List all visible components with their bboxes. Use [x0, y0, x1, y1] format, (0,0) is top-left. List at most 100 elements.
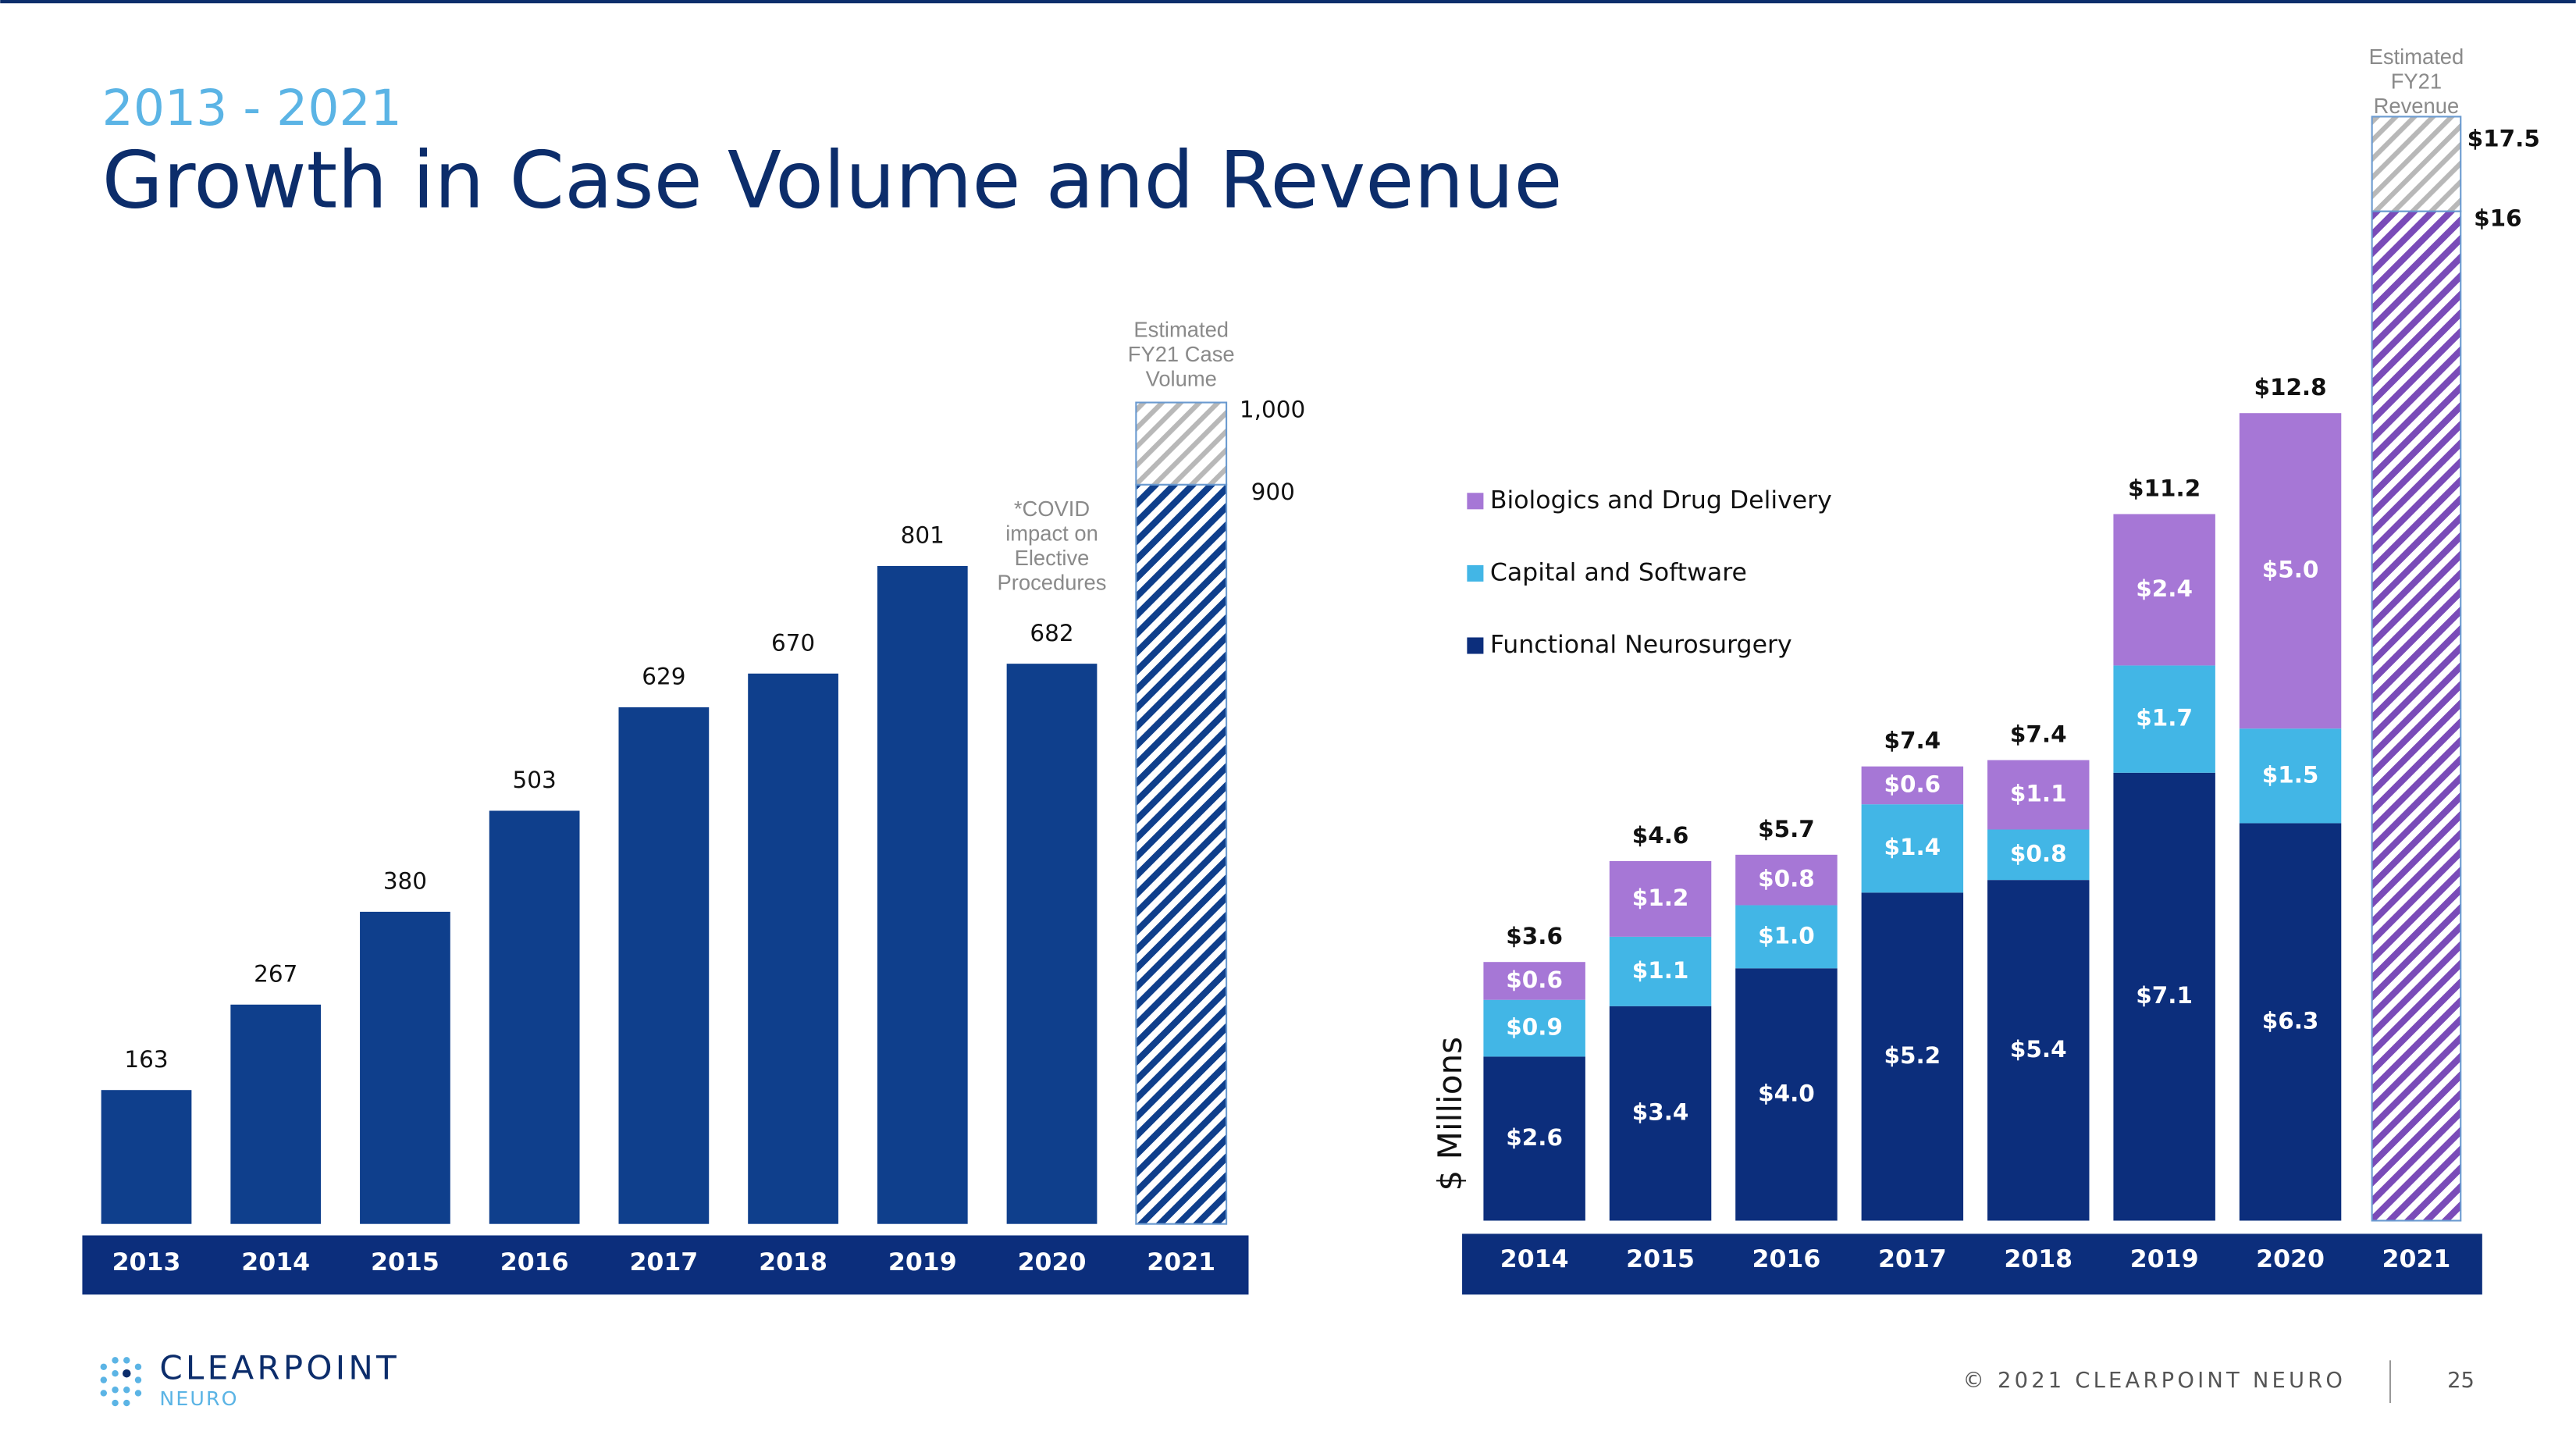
bar [877, 565, 968, 1224]
logo-text: CLEARPOINT [159, 1348, 400, 1387]
x-tick-label: 2017 [629, 1248, 698, 1276]
estimate-bar [1135, 483, 1228, 1225]
bar-segment [2113, 772, 2215, 1221]
bar-segment [1483, 999, 1585, 1057]
bar-segment [2239, 728, 2342, 824]
covid-note-box: *COVID impact on Elective Procedures [997, 496, 1107, 595]
x-tick-label: 2018 [759, 1248, 827, 1276]
page-number: 25 [2447, 1369, 2475, 1393]
bar-segment [1861, 804, 1964, 893]
bar-segment [1861, 892, 1964, 1221]
bar [1006, 664, 1098, 1224]
estimate-upside [1135, 401, 1228, 486]
segment-label: $2.4 [2136, 575, 2193, 602]
segment-label: $2.6 [1506, 1124, 1563, 1151]
estimate-label: $17.5 [2467, 125, 2540, 151]
bar-segment [1609, 1006, 1712, 1221]
bar [618, 707, 710, 1224]
segment-label: $5.2 [1884, 1042, 1941, 1069]
subtitle: 2013 - 2021 [102, 79, 402, 137]
bar-segment [1735, 968, 1838, 1221]
x-tick-label: 2014 [1500, 1245, 1569, 1273]
estimate-upside [2371, 116, 2462, 212]
bar-segment [2239, 823, 2342, 1221]
x-tick-label: 2013 [112, 1248, 181, 1276]
estimate-bar [2371, 210, 2462, 1222]
x-tick-label: 2020 [2256, 1245, 2325, 1273]
segment-label: $5.0 [2262, 557, 2319, 583]
value-label: 801 [901, 522, 945, 549]
x-tick-label: 2016 [1752, 1245, 1821, 1273]
bar-segment [1735, 905, 1838, 969]
value-label: 163 [124, 1046, 168, 1073]
legend-swatch [1467, 637, 1484, 654]
bar [748, 673, 838, 1224]
y-axis-label: $ Millions [1431, 1037, 1469, 1191]
logo-subtext: NEURO [159, 1387, 238, 1410]
value-label: 629 [642, 664, 685, 690]
legend-label: Biologics and Drug Delivery [1490, 486, 1832, 514]
segment-label: $1.2 [1632, 885, 1689, 911]
segment-label: $3.4 [1632, 1099, 1689, 1126]
total-label: $11.2 [2128, 475, 2201, 501]
x-tick-label: 2020 [1018, 1248, 1087, 1276]
legend-swatch [1467, 564, 1484, 582]
bar-segment [1483, 962, 1585, 1000]
value-label: 267 [254, 960, 297, 987]
x-tick-label: 2019 [2130, 1245, 2199, 1273]
bar-segment [1861, 766, 1964, 805]
top-rule [0, 0, 2576, 4]
x-tick-label: 2015 [1626, 1245, 1695, 1273]
x-tick-label: 2019 [888, 1248, 957, 1276]
estimate-note-box: Estimated FY21 Case Volume [1127, 317, 1235, 391]
value-label: 670 [771, 629, 815, 656]
segment-label: $0.8 [2010, 840, 2067, 867]
segment-label: $1.7 [2136, 705, 2193, 732]
segment-label: $0.9 [1506, 1014, 1563, 1041]
total-label: $12.8 [2254, 374, 2326, 401]
x-tick-label: 2017 [1878, 1245, 1947, 1273]
covid-note: *COVID impact on Elective Procedures [997, 496, 1107, 595]
bar-segment [1483, 1056, 1585, 1221]
total-label: $7.4 [2010, 721, 2067, 748]
bar-segment [2239, 413, 2342, 729]
title: Growth in Case Volume and Revenue [102, 134, 1563, 226]
x-tick-label: 2021 [1147, 1248, 1215, 1276]
segment-label: $7.1 [2136, 982, 2193, 1009]
bar-segment [1987, 760, 2090, 830]
legend-swatch [1467, 493, 1484, 510]
estimate-label: 1,000 [1240, 397, 1305, 423]
total-label: $5.7 [1758, 816, 1815, 842]
category-band [1462, 1234, 2482, 1295]
segment-label: $1.1 [1632, 957, 1689, 984]
segment-label: $4.0 [1758, 1080, 1815, 1106]
bar-segment [1609, 936, 1712, 1006]
bar-segment [1735, 854, 1838, 906]
total-label: $4.6 [1632, 822, 1689, 849]
value-label: 682 [1030, 620, 1073, 646]
segment-label: $1.4 [1884, 834, 1941, 860]
estimate-note: Estimated FY21 Revenue [2368, 44, 2464, 119]
legend-label: Capital and Software [1490, 558, 1747, 586]
estimate-note: Estimated FY21 Case Volume [1127, 317, 1235, 391]
estimate-label: $16 [2474, 205, 2521, 232]
x-tick-label: 2014 [241, 1248, 310, 1276]
x-tick-label: 2015 [371, 1248, 439, 1276]
bar [230, 1004, 322, 1224]
segment-label: $1.5 [2262, 761, 2319, 788]
bar-segment [2113, 665, 2215, 773]
total-label: $3.6 [1506, 923, 1563, 949]
total-label: $7.4 [1884, 728, 1941, 754]
bar-segment [1987, 880, 2090, 1221]
value-label: 503 [513, 767, 557, 793]
logo [100, 1357, 142, 1407]
bar-segment [2113, 514, 2215, 666]
bar-segment [1609, 860, 1712, 937]
x-tick-label: 2016 [500, 1248, 569, 1276]
x-tick-label: 2018 [2004, 1245, 2073, 1273]
x-tick-label: 2021 [2382, 1245, 2451, 1273]
segment-label: $5.4 [2010, 1036, 2067, 1063]
segment-label: $1.1 [2010, 781, 2067, 807]
